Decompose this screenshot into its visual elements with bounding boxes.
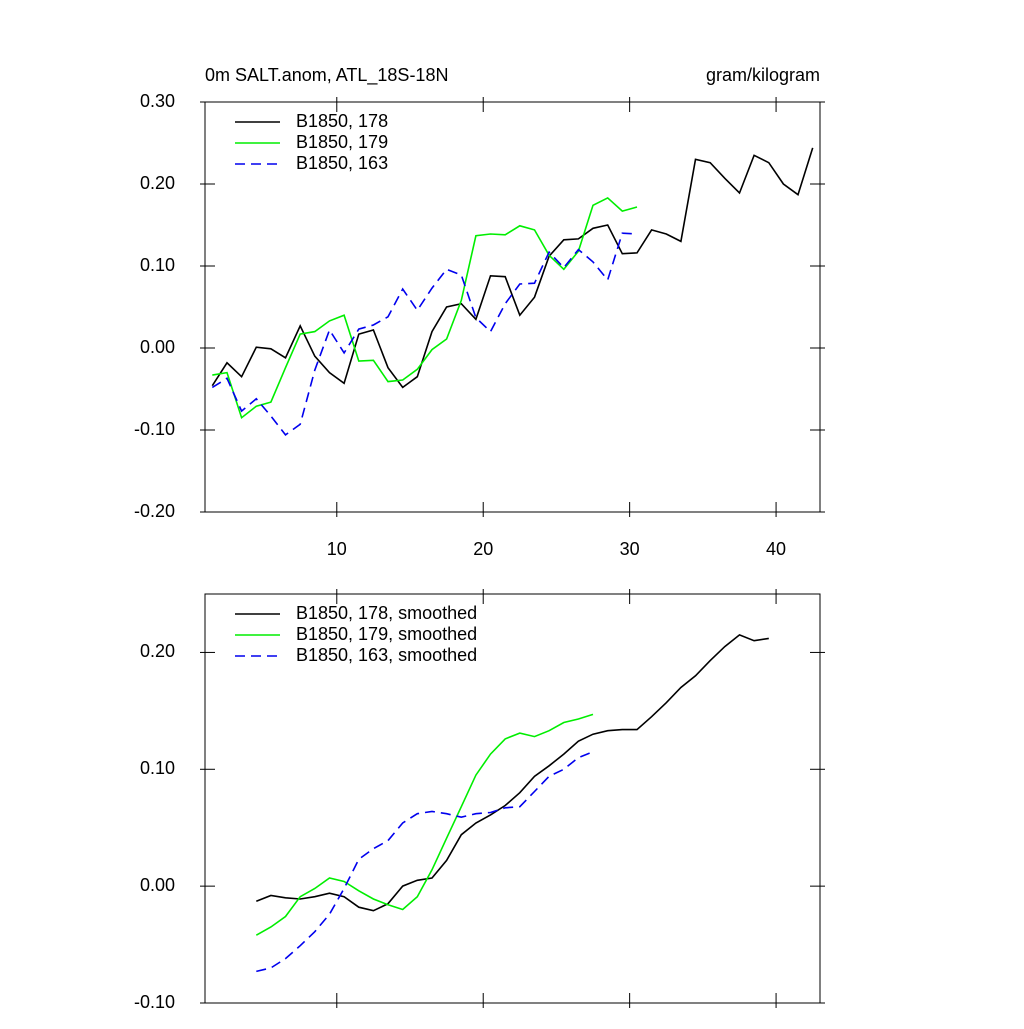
y-tick-label: 0.20 bbox=[140, 641, 175, 661]
series-line bbox=[212, 196, 638, 420]
y-tick-label: 0.00 bbox=[140, 337, 175, 357]
plot-frame bbox=[204, 593, 821, 1004]
series-line bbox=[211, 147, 814, 389]
x-tick-label: 40 bbox=[766, 539, 786, 559]
y-tick-label: -0.20 bbox=[134, 501, 175, 521]
legend-label: B1850, 178, smoothed bbox=[296, 603, 477, 623]
title-left: 0m SALT.anom, ATL_18S-18N bbox=[205, 65, 448, 86]
y-tick-label: 0.10 bbox=[140, 255, 175, 275]
series-line bbox=[211, 232, 638, 437]
legend-label: B1850, 179 bbox=[296, 132, 388, 152]
title-right: gram/kilogram bbox=[706, 65, 820, 85]
y-tick-label: 0.10 bbox=[140, 758, 175, 778]
legend-label: B1850, 178 bbox=[296, 111, 388, 131]
series-line bbox=[255, 713, 594, 936]
legend-label: B1850, 163 bbox=[296, 153, 388, 173]
y-tick-label: -0.10 bbox=[134, 419, 175, 439]
series-line bbox=[256, 633, 769, 912]
x-tick-label: 30 bbox=[620, 539, 640, 559]
y-tick-label: -0.10 bbox=[134, 992, 175, 1012]
y-tick-label: 0.30 bbox=[140, 91, 175, 111]
legend-label: B1850, 179, smoothed bbox=[296, 624, 477, 644]
plot-frame bbox=[204, 101, 821, 513]
y-tick-label: 0.00 bbox=[140, 875, 175, 895]
y-tick-label: 0.20 bbox=[140, 173, 175, 193]
x-tick-label: 10 bbox=[327, 539, 347, 559]
series-line bbox=[256, 751, 594, 973]
x-tick-label: 20 bbox=[473, 539, 493, 559]
legend-label: B1850, 163, smoothed bbox=[296, 645, 477, 665]
